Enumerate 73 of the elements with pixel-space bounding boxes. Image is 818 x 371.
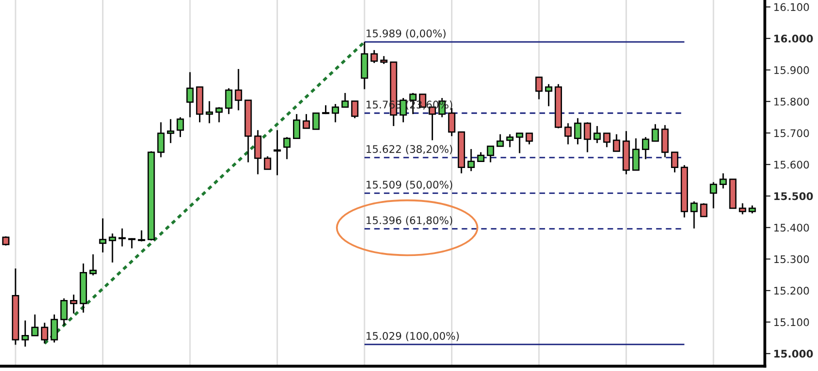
candlestick [535,76,543,100]
y-tick-label: 15.300 [774,255,809,264]
candlestick [108,232,116,264]
candlestick [720,172,727,190]
candlestick [264,156,272,170]
candlestick [671,152,678,174]
candlestick [506,134,514,148]
candlestick [467,148,475,172]
candlestick [312,112,320,130]
candlestick [50,314,58,344]
y-tick-label: 15.900 [774,66,809,74]
candlestick [594,125,601,144]
candlestick [22,320,29,348]
candlestick [186,71,194,118]
candlestick [642,136,650,160]
candlestick [652,123,659,142]
y-tick-label: 16.100 [774,3,809,12]
candlestick [486,146,494,163]
candlestick [215,106,223,123]
candlestick [176,116,184,138]
ref-line-label: 15.622 (38,20%) [366,144,452,154]
y-tick-label: 15.600 [774,160,809,169]
candlestick [612,134,620,152]
candlestick [710,181,718,209]
candlestick [138,230,146,242]
candlestick [89,254,97,276]
candlestick [274,129,281,176]
candlestick [60,298,68,326]
candlestick [700,202,708,218]
candlestick [166,118,174,144]
y-tick-label: 15.100 [774,318,809,326]
candlestick [254,129,262,175]
candlestick [545,83,552,107]
y-tick-label: 15.000 [774,350,813,358]
candlestick [128,238,136,250]
candlestick [206,100,214,124]
y-tick-label: 15.500 [774,192,813,200]
candlestick [332,103,340,123]
candlestick [661,124,669,158]
y-tick-label: 15.800 [774,98,809,106]
candlestick [632,138,640,171]
candlestick [690,200,698,230]
candlestick [157,122,165,158]
candlestick [70,294,78,314]
candlestick [477,152,484,162]
candlestick [341,92,349,108]
y-tick-label: 15.700 [774,129,809,138]
candlestick [292,113,300,140]
candlestick [574,117,582,146]
candlestick [351,100,358,119]
candlestick [283,136,291,160]
candlestick [496,134,504,147]
candlestick [603,132,610,148]
candlestick [40,322,48,344]
ref-line-label: 15.509 (50,00%) [366,180,452,190]
candlestick [526,132,533,146]
ref-line-label: 15.029 (100,00%) [366,332,459,342]
candlestick [118,228,126,248]
candlestick [234,68,242,111]
candlestick [370,49,378,64]
y-tick-label: 16.000 [774,34,813,43]
ref-line-label: 15.989 (0,00%) [366,29,446,39]
candlestick [31,314,39,336]
candlestick [584,122,592,153]
ref-line-label: 15.396 (61,80%) [366,216,452,226]
candlestick [99,218,106,254]
y-tick-label: 15.200 [774,286,809,295]
candlestick [564,122,572,146]
candlestick [738,202,746,215]
candlestick [225,88,232,115]
y-tick-label: 15.400 [774,224,809,232]
candlestick [516,132,524,154]
candlestick [302,113,310,129]
